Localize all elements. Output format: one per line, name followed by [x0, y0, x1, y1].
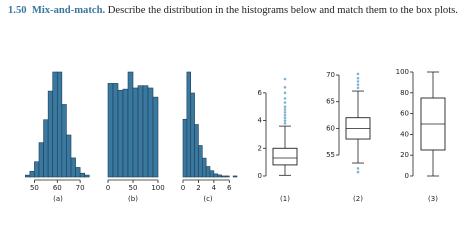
y-tick-label: 65	[326, 98, 335, 106]
x-tick-label: 50	[129, 184, 138, 192]
histogram-bar	[38, 142, 44, 178]
y-tick-label: 4	[258, 117, 263, 125]
y-tick-label: 60	[400, 110, 409, 118]
histogram-bar	[213, 173, 219, 178]
histogram-bar	[209, 170, 215, 178]
panel-label: (a)	[53, 195, 63, 203]
y-tick-label: 2	[258, 144, 262, 152]
y-tick-label: 100	[396, 68, 409, 76]
histogram-bar	[142, 85, 149, 178]
y-tick-label: 0	[405, 172, 409, 180]
panel-label: (2)	[353, 195, 363, 203]
problem-body: Describe the distribution in the histogr…	[107, 5, 458, 16]
outlier	[283, 122, 287, 125]
x-tick-label: 0	[106, 184, 110, 192]
histogram-bar	[232, 175, 238, 178]
panel-label: (1)	[280, 195, 290, 203]
outlier	[356, 80, 360, 83]
outlier	[356, 86, 360, 90]
outlier	[356, 167, 360, 170]
histogram-bar	[56, 71, 63, 178]
outlier	[356, 170, 360, 174]
x-tick-label: 4	[212, 184, 217, 192]
histogram-bar	[152, 96, 159, 178]
x-tick-label: 50	[30, 184, 39, 192]
problem-text: 1.50 Mix-and-match. Describe the distrib…	[8, 5, 470, 18]
outlier	[283, 86, 287, 89]
histogram-bar	[127, 71, 134, 178]
histogram-bar	[66, 134, 72, 178]
histogram-bar	[221, 175, 226, 178]
histogram-bar	[182, 118, 188, 178]
histogram-bar	[61, 104, 67, 178]
x-tick-label: 70	[76, 184, 85, 192]
y-tick-label: 6	[258, 89, 263, 97]
box	[272, 147, 298, 166]
figures: 50 60 70 (a) 0 50 100 (b) 0 2 4 6 (c) 0 2 4 6 (1) 55 60 65 70…	[24, 68, 446, 203]
histogram-bar	[84, 174, 90, 178]
x-tick-label: 6	[227, 184, 232, 192]
panel-label: (c)	[203, 195, 213, 203]
histogram-bar	[43, 119, 49, 178]
histogram-bar	[217, 174, 222, 178]
histogram-bar	[112, 83, 119, 178]
outlier	[283, 108, 287, 111]
histogram-bar	[186, 71, 192, 178]
histogram-bar	[147, 87, 154, 178]
outlier	[283, 116, 287, 120]
histogram-bar	[107, 83, 114, 178]
y-tick-label: 60	[326, 124, 335, 132]
x-tick-label: 60	[53, 184, 62, 192]
y-tick-label: 40	[400, 130, 409, 138]
x-tick-label: 100	[151, 184, 164, 192]
problem-title: Mix-and-match.	[31, 5, 106, 16]
problem-number: 1.50	[8, 5, 27, 16]
histogram-bar	[201, 157, 207, 178]
outlier	[356, 72, 360, 76]
histogram-bar	[137, 85, 144, 178]
histogram-bar	[75, 167, 81, 178]
histogram-bar	[79, 172, 86, 178]
y-tick-label: 70	[326, 71, 335, 79]
histogram-bar	[132, 87, 139, 178]
outlier	[283, 110, 287, 114]
page: {"header": {"number": "1.50", "title": "…	[8, 5, 470, 203]
panel-label: (b)	[128, 195, 138, 203]
outlier	[283, 119, 287, 122]
histogram-bar	[34, 161, 40, 178]
y-tick-label: 20	[400, 151, 409, 159]
histogram-bar	[122, 88, 129, 178]
outlier	[283, 91, 287, 95]
outlier	[283, 105, 287, 109]
histogram-bar	[117, 89, 124, 178]
histogram-bar	[29, 170, 35, 178]
histogram-bar	[70, 157, 76, 178]
histogram-bar	[190, 92, 195, 178]
x-tick-label: 0	[181, 184, 185, 192]
histogram-bar	[205, 166, 211, 178]
histogram-bar	[194, 124, 199, 178]
panel-label: (3)	[428, 195, 438, 203]
outlier	[283, 97, 287, 100]
histogram-bar	[47, 90, 54, 178]
outlier	[356, 76, 360, 80]
y-tick-label: 80	[400, 89, 409, 97]
histogram-bar	[198, 145, 203, 178]
outlier	[283, 101, 287, 104]
histogram-bar	[225, 175, 230, 178]
y-tick-label: 55	[326, 151, 335, 159]
outlier	[356, 83, 360, 86]
histogram-bar	[52, 71, 58, 178]
histogram-bar	[24, 174, 31, 178]
x-tick-label: 2	[196, 184, 200, 192]
outlier	[283, 77, 287, 81]
outlier	[283, 113, 287, 117]
y-tick-label: 0	[258, 172, 262, 180]
